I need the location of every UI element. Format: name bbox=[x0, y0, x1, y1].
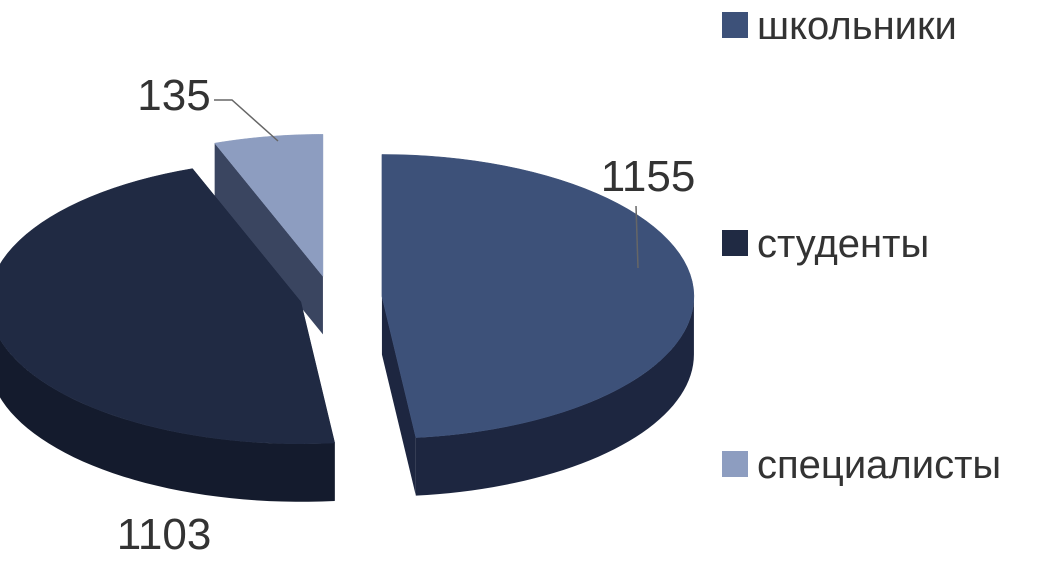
legend-label-2: студенты bbox=[757, 222, 929, 266]
legend-swatch-3 bbox=[722, 451, 748, 477]
leader-line-3 bbox=[214, 99, 279, 142]
slice-top-face bbox=[381, 154, 695, 438]
legend: школьники студенты специалисты bbox=[722, 4, 1001, 487]
legend-label-1: школьники bbox=[757, 4, 957, 48]
data-labels-layer: 1155 1103 135 bbox=[117, 71, 696, 559]
legend-item-1: школьники bbox=[722, 4, 957, 48]
leader-line-1 bbox=[635, 205, 639, 269]
pie-slice-3 bbox=[214, 134, 324, 335]
legend-item-3: специалисты bbox=[722, 443, 1001, 487]
data-label-1: 1155 bbox=[601, 152, 696, 201]
data-label-3: 135 bbox=[137, 71, 210, 120]
legend-swatch-1 bbox=[722, 12, 748, 38]
slices-layer bbox=[0, 134, 695, 502]
slice-side-face bbox=[214, 143, 323, 335]
legend-label-3: специалисты bbox=[757, 443, 1001, 487]
slice-top-face bbox=[214, 134, 324, 278]
slice-side-face bbox=[381, 296, 416, 496]
legend-item-2: студенты bbox=[722, 222, 929, 266]
slice-outer-wall bbox=[415, 296, 694, 496]
slice-outer-wall bbox=[0, 339, 335, 502]
pie-slice-2 bbox=[0, 168, 336, 502]
data-label-2: 1103 bbox=[117, 510, 212, 559]
slice-top-face bbox=[0, 168, 336, 445]
legend-swatch-2 bbox=[722, 230, 748, 256]
pie-slice-1 bbox=[381, 154, 695, 496]
